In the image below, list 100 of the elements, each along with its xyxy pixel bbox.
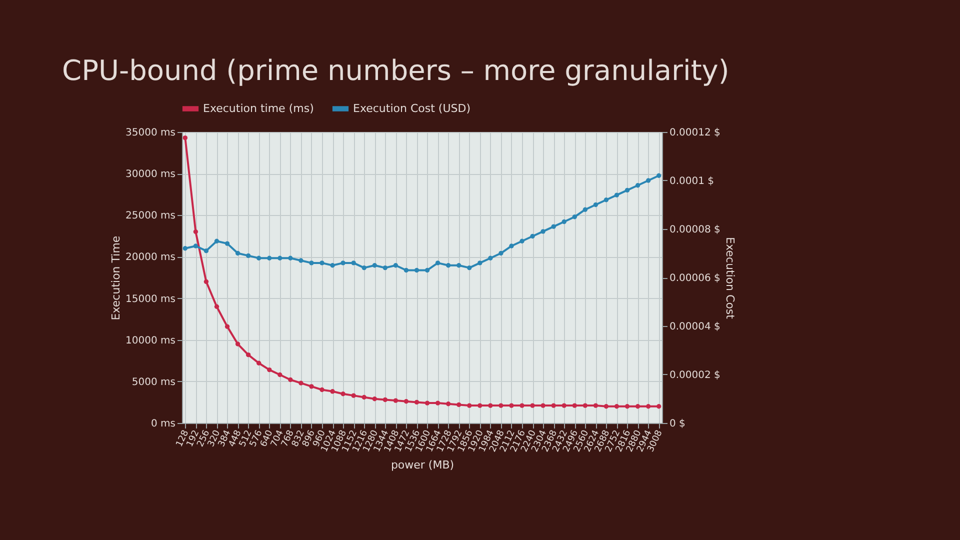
point [382, 397, 388, 402]
point [456, 263, 462, 268]
point [204, 279, 209, 284]
point [498, 250, 504, 256]
point [593, 202, 598, 208]
point [624, 404, 630, 409]
point [478, 260, 482, 266]
point [530, 234, 535, 239]
point [551, 224, 556, 229]
point [320, 260, 324, 266]
y2-tick-label: 0.0001 $ [670, 176, 714, 187]
point [656, 404, 662, 409]
y-axis-title: Execution Time [110, 236, 123, 320]
point [309, 260, 314, 266]
point [467, 265, 472, 270]
point [298, 380, 304, 386]
point [635, 183, 640, 188]
y2-tick-label: 0 $ [670, 418, 686, 430]
point [309, 384, 314, 389]
point [604, 198, 609, 202]
point [446, 263, 451, 268]
y-tick-label: 20000 ms [126, 252, 176, 264]
point [614, 404, 620, 409]
point [551, 403, 556, 408]
point [446, 402, 451, 406]
point [193, 229, 198, 234]
point [214, 304, 220, 309]
point [267, 256, 272, 260]
point [488, 256, 493, 260]
point [520, 403, 524, 408]
point [214, 238, 220, 244]
point [646, 178, 651, 183]
point [635, 404, 640, 409]
point [498, 403, 504, 408]
legend-label: Execution time (ms) [203, 102, 314, 115]
point [382, 265, 388, 270]
point [320, 387, 324, 392]
y-tick-label: 5000 ms [132, 376, 176, 388]
y2-tick-label: 0.00008 $ [670, 224, 720, 236]
point [520, 238, 524, 244]
legend-label: Execution Cost (USD) [353, 102, 471, 115]
point [488, 403, 493, 408]
point [235, 342, 240, 346]
point [362, 265, 366, 270]
point [414, 268, 420, 273]
point [193, 244, 198, 248]
point [267, 367, 272, 372]
point [278, 256, 282, 260]
point [182, 246, 188, 251]
point [182, 135, 188, 140]
point [372, 396, 377, 402]
point [435, 260, 440, 266]
point [298, 258, 304, 263]
point [562, 403, 566, 408]
point [393, 398, 398, 403]
point [456, 402, 462, 408]
point [509, 244, 514, 248]
point [362, 394, 366, 400]
point [372, 263, 377, 268]
y2-tick-label: 0.00012 $ [670, 128, 720, 138]
point [467, 403, 472, 408]
point [572, 214, 577, 220]
x-axis-title: power (MB) [390, 458, 454, 472]
point [646, 404, 651, 409]
point [582, 403, 588, 408]
point [351, 393, 356, 398]
point [246, 253, 251, 258]
y2-axis-title: Execution Cost [723, 237, 736, 320]
y2-tick-label: 0.00006 $ [670, 273, 720, 284]
point [424, 268, 430, 273]
point [351, 260, 356, 266]
point [478, 403, 482, 408]
point [404, 268, 409, 273]
point [530, 403, 535, 408]
point [540, 403, 546, 408]
point [614, 192, 620, 198]
point [424, 400, 430, 406]
chart-title: CPU-bound (prime numbers – more granularity) [62, 54, 730, 87]
point [288, 377, 293, 382]
point [604, 404, 609, 409]
point [540, 229, 546, 234]
point [224, 324, 230, 329]
point [593, 403, 598, 408]
point [414, 400, 420, 405]
point [235, 250, 240, 256]
point [624, 188, 630, 193]
point [340, 392, 346, 396]
point [435, 400, 440, 406]
point [330, 263, 335, 268]
point [582, 207, 588, 212]
point [330, 389, 335, 394]
point [393, 263, 398, 268]
y-tick-label: 0 ms [151, 418, 176, 430]
point [288, 256, 293, 260]
point [404, 399, 409, 404]
point [204, 248, 209, 254]
y-tick-label: 30000 ms [126, 169, 176, 180]
y-tick-label: 25000 ms [126, 210, 176, 222]
point [278, 372, 282, 378]
point [246, 352, 251, 358]
